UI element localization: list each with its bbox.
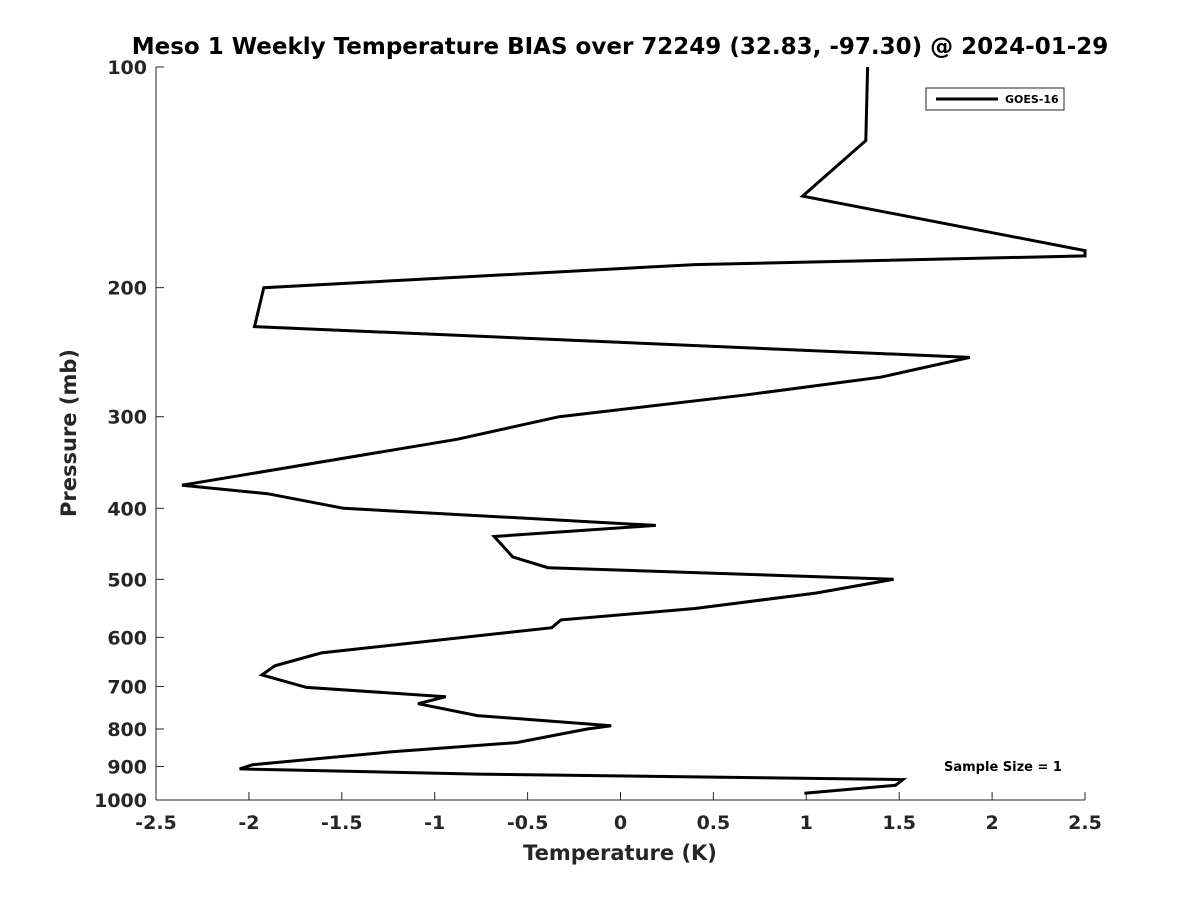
y-tick-label: 100: [107, 57, 147, 79]
x-tick-label: 1.5: [882, 812, 916, 834]
x-tick-label: 0.5: [697, 812, 731, 834]
y-tick-label: 800: [107, 719, 147, 741]
y-axis-label: Pressure (mb): [57, 349, 81, 517]
y-tick-label: 400: [107, 498, 147, 520]
y-tick-label: 200: [107, 278, 147, 300]
x-axis-ticks: -2.5 -2 -1.5 -1 -0.5 0 0.5 1 1.5 2 2.5: [135, 792, 1102, 834]
sample-size-annotation: Sample Size = 1: [944, 760, 1062, 775]
x-tick-label: -2: [238, 812, 259, 834]
y-tick-label: 600: [107, 627, 147, 649]
y-tick-label: 900: [107, 756, 147, 778]
x-tick-label: -2.5: [135, 812, 177, 834]
y-tick-label: 300: [107, 407, 147, 429]
x-tick-label: -1.5: [321, 812, 363, 834]
series-layer: [181, 66, 1087, 795]
x-tick-label: 0: [614, 812, 627, 834]
plot-area: [155, 67, 1085, 801]
legend-label-goes-16: GOES-16: [1005, 93, 1059, 106]
x-tick-label: 1: [800, 812, 813, 834]
x-tick-label: 2: [985, 812, 998, 834]
x-tick-label: -1: [424, 812, 445, 834]
x-axis-label: Temperature (K): [523, 841, 717, 865]
x-tick-label: -0.5: [507, 812, 549, 834]
y-tick-label: 500: [107, 569, 147, 591]
x-tick-label: 2.5: [1068, 812, 1102, 834]
series-line-goes-16: [181, 66, 1087, 795]
chart-title: Meso 1 Weekly Temperature BIAS over 7224…: [132, 34, 1109, 60]
legend: GOES-16: [925, 87, 1065, 111]
y-tick-label: 1000: [94, 790, 147, 812]
y-tick-label: 700: [107, 676, 147, 698]
y-axis-ticks: 100 200 300 400 500 600 700 800 900 1000: [94, 57, 164, 812]
